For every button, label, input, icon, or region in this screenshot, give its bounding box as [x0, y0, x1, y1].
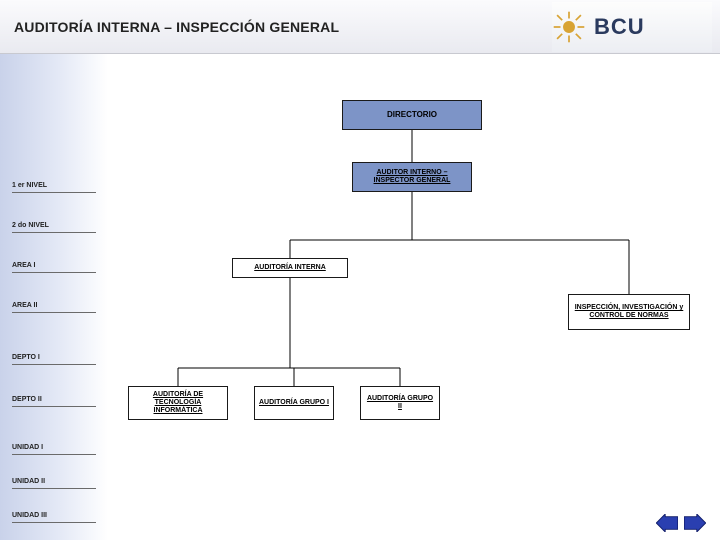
node-directorio[interactable]: DIRECTORIO [342, 100, 482, 130]
level-label-area2: AREA II [12, 302, 96, 313]
node-auditoria-g2[interactable]: AUDITORÍA GRUPO II [360, 386, 440, 420]
level-label-depto1: DEPTO I [12, 354, 96, 365]
logo: BCU [552, 2, 712, 52]
nav-arrows [656, 514, 706, 532]
level-label-1: 1 er NIVEL [12, 182, 96, 193]
level-label-unidad3: UNIDAD III [12, 512, 96, 523]
sun-icon [552, 10, 586, 44]
node-auditoria-g1[interactable]: AUDITORÍA GRUPO I [254, 386, 334, 420]
level-label-depto2: DEPTO II [12, 396, 96, 407]
level-label-unidad1: UNIDAD I [12, 444, 96, 455]
level-label-2: 2 do NIVEL [12, 222, 96, 233]
logo-text: BCU [594, 14, 645, 40]
node-inspeccion[interactable]: INSPECCIÓN, INVESTIGACIÓN y CONTROL DE N… [568, 294, 690, 330]
orgchart-canvas: 1 er NIVEL 2 do NIVEL AREA I AREA II DEP… [0, 54, 720, 540]
header-bar: AUDITORÍA INTERNA – INSPECCIÓN GENERAL B… [0, 0, 720, 54]
node-auditor-interno[interactable]: AUDITOR INTERNO – INSPECTOR GENERAL [352, 162, 472, 192]
prev-arrow-icon[interactable] [656, 514, 678, 532]
page-title: AUDITORÍA INTERNA – INSPECCIÓN GENERAL [14, 19, 339, 35]
level-label-unidad2: UNIDAD II [12, 478, 96, 489]
next-arrow-icon[interactable] [684, 514, 706, 532]
node-auditoria-ti[interactable]: AUDITORÍA DE TECNOLOGÍA INFORMÁTICA [128, 386, 228, 420]
node-auditoria-interna[interactable]: AUDITORÍA INTERNA [232, 258, 348, 278]
level-label-area1: AREA I [12, 262, 96, 273]
